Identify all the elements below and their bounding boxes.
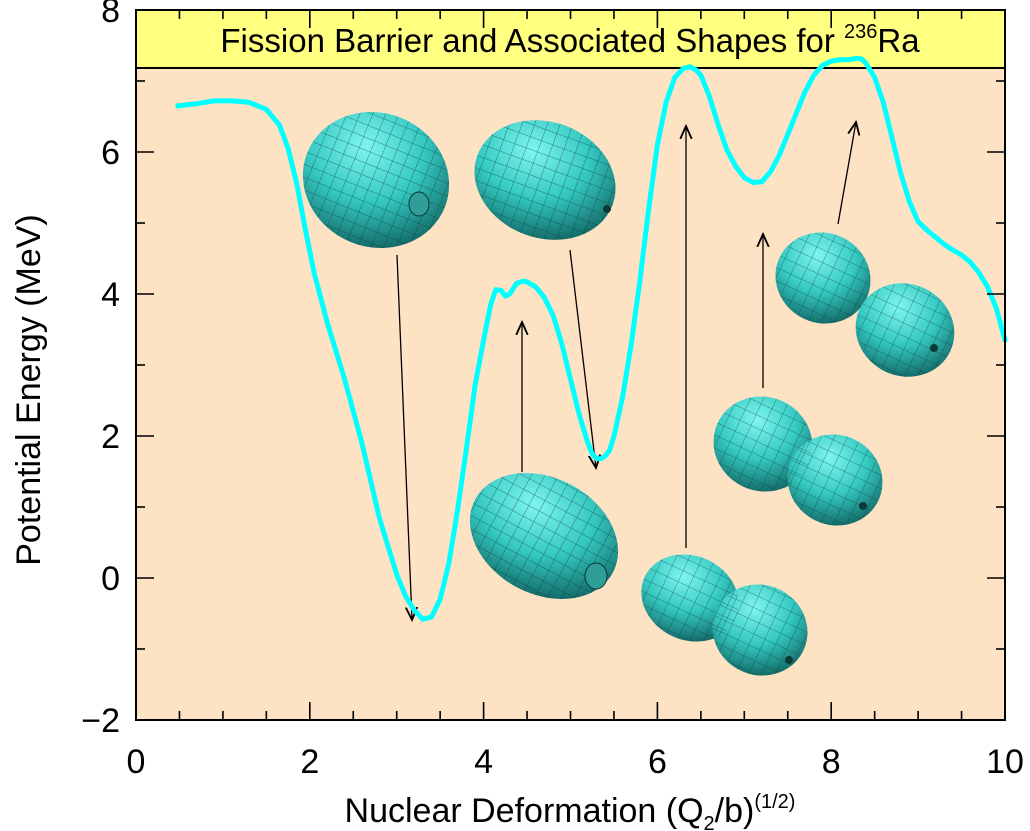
x-tick-label: 8 [822, 743, 841, 781]
x-tick-label: 0 [127, 743, 146, 781]
y-tick-label: 6 [101, 134, 120, 172]
shape-third-barrier-image [775, 232, 955, 377]
x-tick-label: 6 [648, 743, 667, 781]
y-tick-label: 2 [101, 418, 120, 456]
y-tick-label: 0 [101, 560, 120, 598]
y-tick-label: −2 [81, 702, 120, 740]
x-tick-label: 2 [300, 743, 319, 781]
x-tick-label: 4 [474, 743, 493, 781]
arrow-isomer [569, 249, 596, 468]
shape-second-barrier-image [641, 554, 808, 676]
chart-title: Fission Barrier and Associated Shapes fo… [220, 21, 920, 59]
series-line-0 [175, 55, 1008, 622]
y-tick-label: 4 [101, 276, 120, 314]
shape-isomer-image [474, 120, 616, 240]
plot-area [136, 10, 1005, 720]
y-axis-title: Potential Energy (MeV) [10, 214, 48, 566]
y-tick-label: 8 [101, 0, 120, 30]
arrow-ground-state [396, 254, 412, 620]
shape-second-minimum-image [713, 396, 883, 526]
shape-arrows [396, 122, 856, 620]
arrow-third-barrier [837, 122, 856, 225]
shape-ground-state-image [302, 111, 450, 249]
x-tick-label: 10 [986, 743, 1024, 781]
shape-first-barrier-image [469, 473, 619, 599]
x-axis-title: Nuclear Deformation (Q2/b)(1/2) [345, 791, 796, 831]
